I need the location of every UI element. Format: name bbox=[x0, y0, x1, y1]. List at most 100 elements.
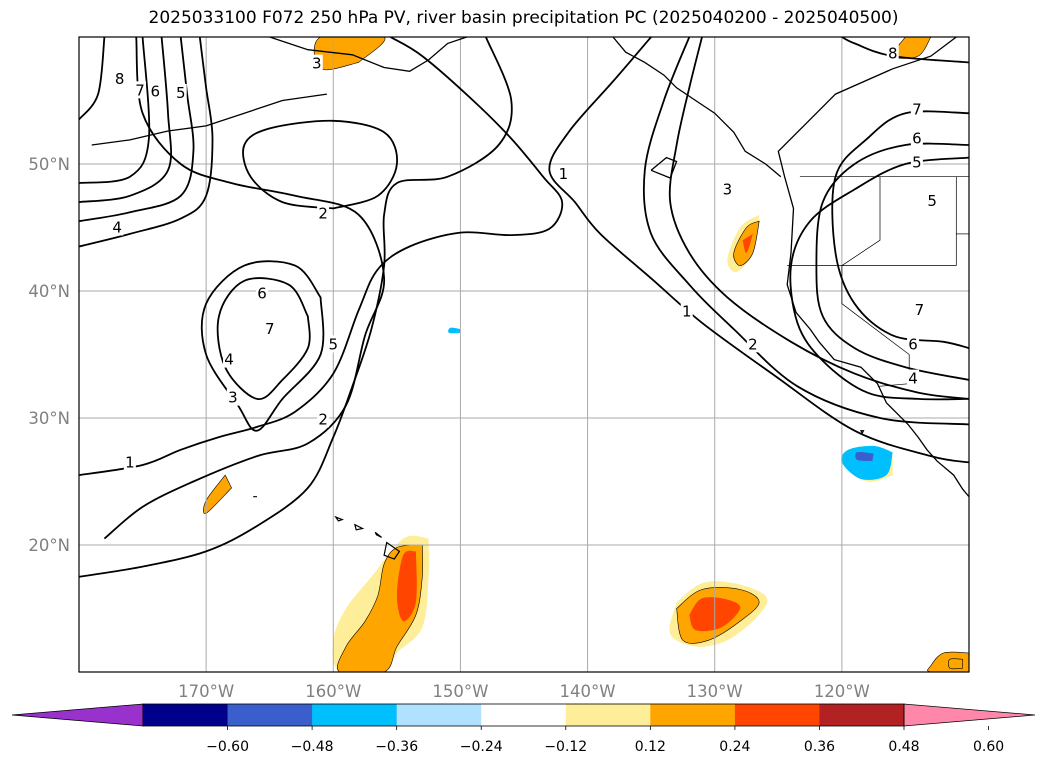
longitude-labels: 170°W 160°W 150°W 140°W 130°W 120°W bbox=[178, 682, 870, 701]
latitude-label: 50°N bbox=[28, 155, 70, 174]
pv-contour-line bbox=[668, 37, 969, 400]
colorbar-bin bbox=[734, 704, 820, 726]
contour-label: 1 bbox=[682, 302, 692, 320]
contour-label-mask bbox=[557, 165, 570, 183]
island-outline bbox=[374, 531, 382, 538]
latitude-label: 20°N bbox=[28, 536, 70, 555]
colorbar-bin bbox=[819, 704, 905, 726]
pv-contour-line bbox=[79, 37, 513, 578]
contour-label-mask bbox=[174, 83, 187, 101]
pv-contour-line bbox=[789, 156, 969, 401]
contour-label: 2 bbox=[748, 335, 758, 353]
coastline bbox=[269, 37, 468, 72]
contour-label-mask bbox=[910, 129, 923, 147]
contour-label-mask bbox=[327, 335, 340, 353]
contour-label: 1 bbox=[559, 165, 569, 183]
precip-anomaly-area bbox=[892, 37, 932, 59]
colorbar-tick-label: −0.60 bbox=[206, 739, 249, 755]
contour-label-mask bbox=[123, 453, 136, 471]
map-title: 2025033100 F072 250 hPa PV, river basin … bbox=[148, 8, 899, 28]
contour-label: 1 bbox=[125, 453, 135, 471]
contour-label: 4 bbox=[112, 219, 122, 237]
pv-contour-line bbox=[79, 37, 106, 121]
pv-contour-line bbox=[79, 37, 151, 184]
pv-contour-line bbox=[200, 260, 325, 432]
contour-label: 5 bbox=[927, 192, 937, 210]
contour-label-mask bbox=[913, 301, 926, 319]
colorbar-tick-label: 0.60 bbox=[973, 739, 1004, 755]
longitude-label: 140°W bbox=[560, 682, 616, 701]
longitude-label: 130°W bbox=[687, 682, 743, 701]
colorbar-bin bbox=[312, 704, 398, 726]
pv-contour-line bbox=[79, 37, 214, 248]
contour-label: 5 bbox=[912, 154, 922, 172]
contour-label-mask bbox=[317, 410, 330, 428]
contour-label-mask bbox=[926, 191, 939, 209]
contour-label-mask bbox=[256, 284, 269, 302]
longitude-label: 170°W bbox=[178, 682, 234, 701]
contour-label-mask bbox=[910, 100, 923, 118]
contour-label-mask bbox=[113, 69, 126, 87]
longitude-label: 150°W bbox=[432, 682, 488, 701]
pv-contour-line bbox=[815, 142, 969, 381]
contour-label: 7 bbox=[135, 81, 145, 99]
contour-label: 4 bbox=[224, 351, 234, 369]
contour-label-mask bbox=[134, 81, 147, 99]
pv-contours bbox=[79, 37, 969, 578]
colorbar-bin bbox=[227, 704, 313, 726]
colorbar-extend-max bbox=[903, 703, 1036, 727]
island-outline bbox=[353, 523, 365, 531]
latitude-label: 30°N bbox=[28, 409, 70, 428]
colorbar-bin bbox=[143, 704, 229, 726]
colorbar-tick-label: −0.48 bbox=[291, 739, 334, 755]
contour-label-mask bbox=[680, 302, 693, 320]
contour-label: 6 bbox=[151, 83, 161, 101]
latitude-labels: 50°N 40°N 30°N 20°N bbox=[28, 155, 70, 555]
colorbar-frame bbox=[142, 703, 905, 727]
contour-label-mask bbox=[223, 350, 236, 368]
contour-label-mask bbox=[149, 82, 162, 100]
precip-anomaly-area bbox=[841, 445, 893, 480]
contour-label-mask bbox=[746, 335, 759, 353]
contour-label: 5 bbox=[329, 335, 339, 353]
contour-label: 6 bbox=[908, 335, 918, 353]
precip-anomaly-area bbox=[313, 37, 386, 71]
contour-label: 3 bbox=[228, 389, 238, 407]
contour-label: 7 bbox=[265, 320, 275, 338]
contour-label-mask bbox=[111, 218, 124, 236]
colorbar-extend-min bbox=[11, 703, 144, 727]
contour-label: 7 bbox=[915, 301, 925, 319]
island-outline bbox=[334, 515, 344, 522]
longitude-label: 160°W bbox=[305, 682, 361, 701]
contour-label-mask bbox=[907, 369, 920, 387]
pv-contour-line bbox=[841, 37, 969, 64]
pv-contour-line bbox=[548, 37, 969, 464]
pv-contour-line bbox=[103, 37, 386, 540]
island-outline bbox=[383, 541, 401, 560]
precip-anomaly-area bbox=[855, 451, 874, 462]
contour-label: 6 bbox=[912, 130, 922, 148]
colorbar-bin bbox=[481, 704, 567, 726]
contour-label: 5 bbox=[176, 84, 186, 102]
precip-anomaly-area bbox=[742, 233, 753, 253]
contour-label-mask bbox=[226, 388, 239, 406]
contour-label-mask bbox=[310, 54, 323, 72]
colorbar: −0.60 −0.48 −0.36 −0.24 −0.12 0.12 0.24 0.36 0.4… bbox=[11, 703, 1036, 755]
contour-label: 3 bbox=[723, 180, 733, 198]
longitude-label: 120°W bbox=[814, 682, 870, 701]
colorbar-tick-label: 0.36 bbox=[804, 739, 835, 755]
colorbar-tick-label: 0.48 bbox=[888, 739, 919, 755]
precip-anomaly-area bbox=[448, 327, 461, 334]
contour-label: 3 bbox=[312, 55, 322, 73]
pv-contour-line bbox=[642, 37, 969, 426]
colorbar-tick-label: 0.12 bbox=[635, 739, 666, 755]
contour-label-mask bbox=[721, 180, 734, 198]
contour-label: 8 bbox=[888, 45, 898, 63]
precip-anomaly-area bbox=[396, 550, 417, 622]
colorbar-bin bbox=[565, 704, 651, 726]
contour-label: 7 bbox=[912, 100, 922, 118]
coastline bbox=[650, 156, 678, 179]
coastline bbox=[612, 37, 782, 178]
precip-anomaly-area bbox=[948, 658, 963, 670]
